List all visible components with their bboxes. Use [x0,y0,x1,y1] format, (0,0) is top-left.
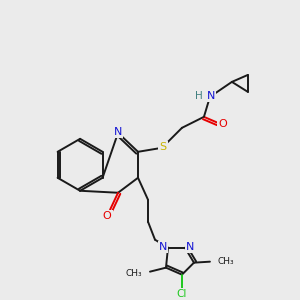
Text: H: H [195,91,203,101]
Text: O: O [218,119,227,129]
Text: N: N [207,91,215,101]
Text: S: S [159,142,167,152]
Text: N: N [159,242,167,252]
Text: CH₃: CH₃ [125,269,142,278]
Text: N: N [114,127,122,137]
Text: O: O [103,211,111,221]
Text: Cl: Cl [177,289,187,298]
Text: CH₃: CH₃ [218,257,235,266]
Text: N: N [186,242,194,252]
